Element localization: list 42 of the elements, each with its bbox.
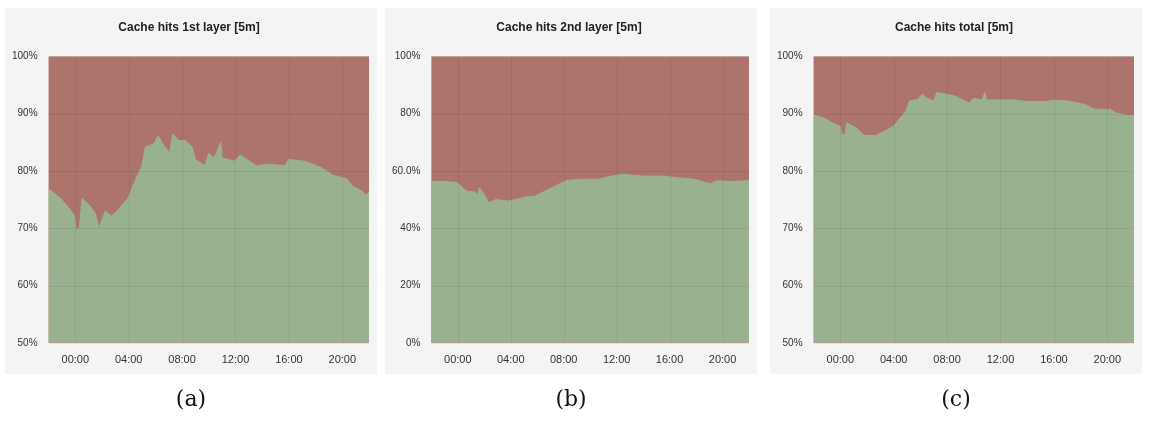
x-tick-label: 12:00 [986, 353, 1015, 366]
y-tick-label: 80% [400, 107, 421, 119]
y-tick-label: 0% [405, 336, 421, 348]
x-tick-label: 16:00 [275, 353, 303, 366]
x-tick-label: 04:00 [497, 353, 525, 366]
y-tick-label: 50% [17, 336, 38, 348]
x-tick-label: 20:00 [328, 353, 357, 366]
x-tick-label: 00:00 [61, 353, 90, 366]
x-tick-label: 00:00 [444, 353, 472, 366]
y-tick-label: 20% [400, 279, 421, 291]
y-tick-label: 100% [12, 50, 38, 62]
x-tick-label: 08:00 [933, 353, 961, 366]
y-tick-label: 90% [782, 107, 803, 119]
x-tick-label: 04:00 [879, 353, 908, 366]
x-tick-label: 12:00 [602, 353, 631, 366]
y-tick-label: 60% [782, 279, 803, 291]
x-tick-label: 08:00 [168, 353, 196, 366]
y-tick-label: 100% [394, 50, 421, 62]
x-tick-label: 12:00 [221, 353, 250, 366]
x-tick-label: 16:00 [655, 353, 684, 366]
text: (c) [940, 386, 972, 411]
x-tick-label: 20:00 [708, 353, 737, 366]
y-tick-label: 70% [782, 221, 803, 233]
x-tick-label: 00:00 [826, 353, 855, 366]
y-tick-label: 80% [17, 164, 38, 176]
x-tick-label: 08:00 [549, 353, 578, 366]
chart-title: Cache hits total [5m] [894, 19, 1014, 34]
y-tick-label: 100% [777, 50, 803, 62]
text: (b) [554, 386, 588, 411]
x-tick-label: 16:00 [1040, 353, 1068, 366]
chart-title: Cache hits 2nd layer [5m] [496, 19, 642, 34]
y-tick-label: 80% [782, 164, 803, 176]
x-tick-label: 04:00 [114, 353, 143, 366]
text: (a) [174, 386, 208, 411]
y-tick-label: 60.0% [392, 164, 421, 176]
y-tick-label: 70% [17, 221, 38, 233]
y-tick-label: 40% [400, 221, 421, 233]
y-tick-label: 50% [782, 336, 803, 348]
x-tick-label: 20:00 [1093, 353, 1122, 366]
y-tick-label: 90% [17, 107, 38, 119]
chart-title: Cache hits 1st layer [5m] [118, 19, 260, 34]
y-tick-label: 60% [17, 279, 38, 291]
